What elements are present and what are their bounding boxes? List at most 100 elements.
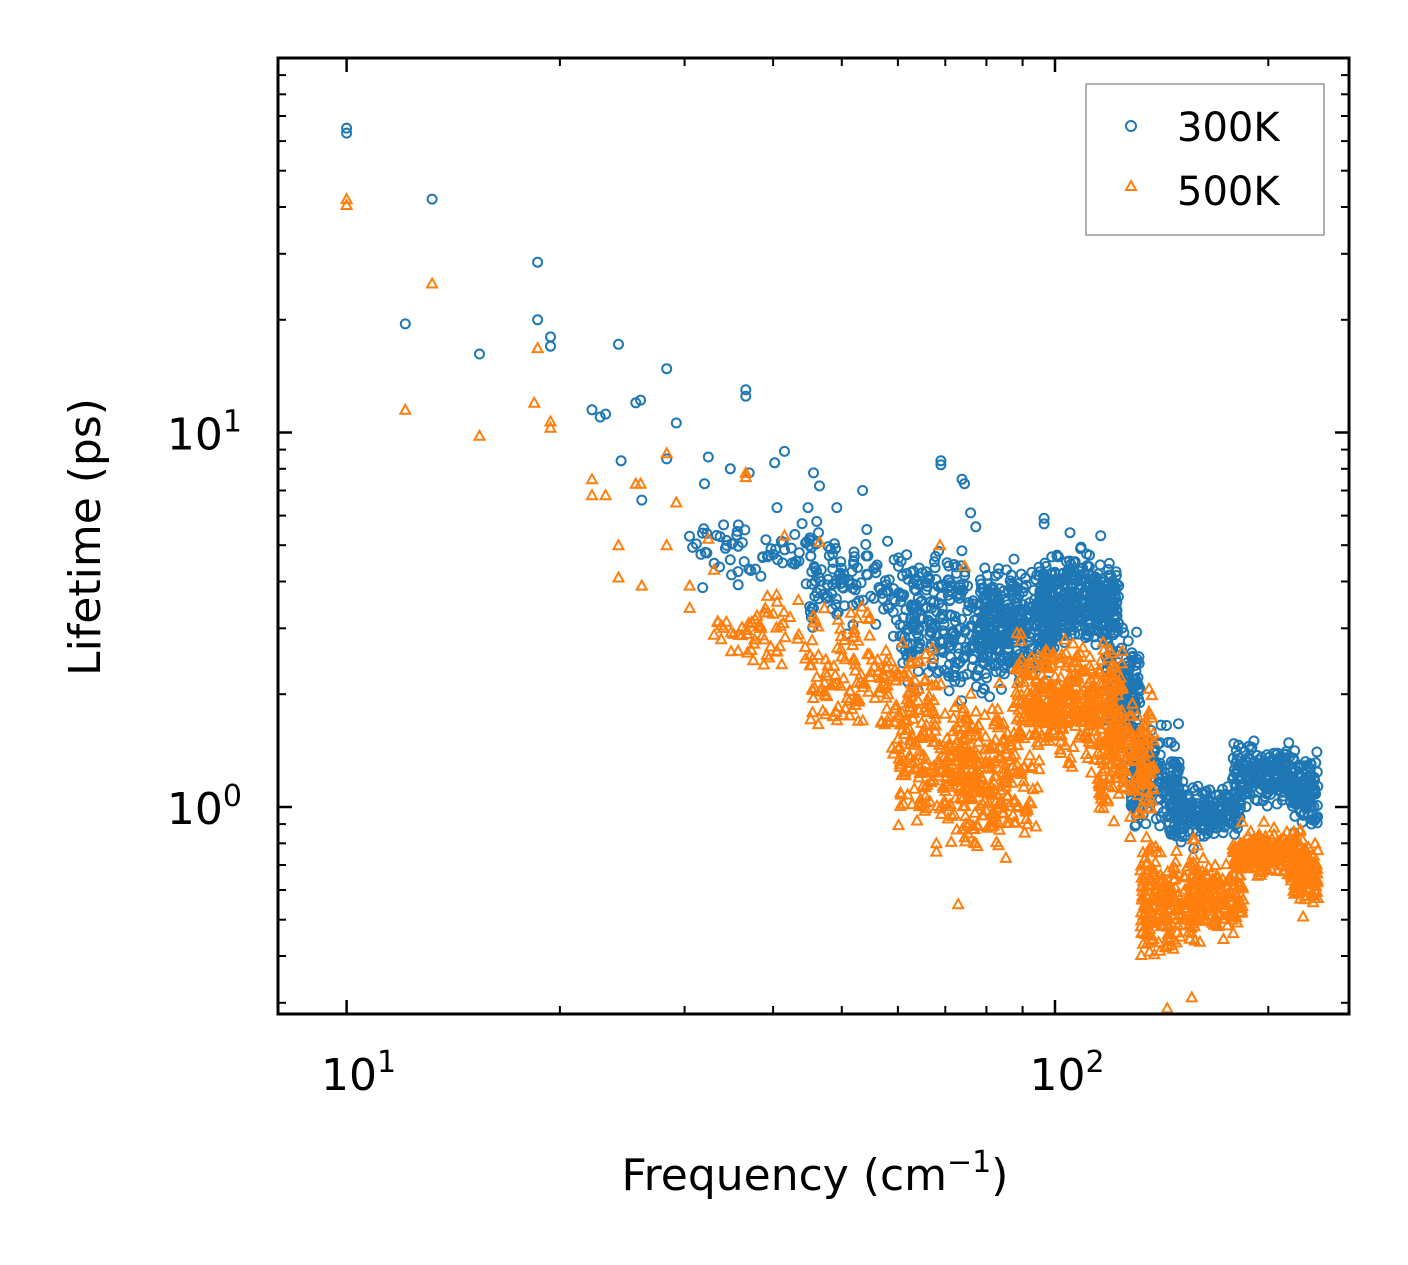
point-300K-1169 (1071, 621, 1083, 633)
point-500K-1036 (1064, 710, 1078, 723)
point-300K-2120 (740, 384, 752, 396)
point-300K-783 (1017, 586, 1029, 598)
point-500K-613 (958, 834, 973, 847)
point-300K-1631 (1178, 783, 1190, 795)
point-500K-198 (811, 717, 825, 730)
point-500K-1917 (1305, 888, 1320, 901)
point-500K-903 (1040, 680, 1055, 693)
point-500K-622 (1001, 788, 1015, 801)
point-500K-1211 (1102, 770, 1117, 783)
point-300K-2108 (545, 340, 556, 352)
legend-marker-500K (1124, 178, 1138, 191)
point-500K-72 (833, 621, 848, 634)
point-500K-1963 (739, 470, 753, 483)
point-300K-438 (949, 629, 961, 641)
point-500K-1615 (1208, 886, 1222, 899)
point-300K-75 (860, 539, 872, 550)
point-500K-134 (840, 690, 854, 703)
point-500K-174 (826, 709, 840, 722)
point-500K-171 (913, 654, 927, 667)
point-300K-2065 (1311, 766, 1323, 778)
point-500K-1593 (1219, 857, 1233, 870)
point-500K-1468 (1168, 854, 1183, 867)
point-300K-2113 (600, 408, 612, 420)
point-300K-1505 (1161, 720, 1172, 731)
legend-label-300K: 300K (1177, 105, 1281, 151)
point-500K-1967 (957, 558, 972, 571)
point-300K-190 (883, 574, 895, 586)
point-500K-439 (911, 693, 925, 706)
point-500K-577 (1014, 766, 1028, 779)
point-500K-975 (1112, 676, 1126, 689)
point-300K-1657 (1180, 802, 1192, 814)
point-500K-923 (1030, 735, 1044, 748)
point-500K-150 (811, 648, 826, 661)
point-500K-1012 (1041, 726, 1056, 739)
point-300K-1978 (1230, 745, 1242, 756)
point-500K-470 (891, 731, 905, 744)
point-300K-240 (813, 571, 825, 583)
point-500K-1068 (1026, 655, 1041, 668)
point-300K-2093 (1300, 756, 1311, 768)
point-300K-63 (739, 524, 751, 536)
point-500K-1005 (1083, 649, 1097, 662)
point-300K-2124 (724, 463, 736, 475)
point-500K-530 (997, 733, 1011, 746)
point-300K-25 (785, 542, 797, 554)
point-300K-1546 (1165, 780, 1176, 792)
point-500K-155 (854, 667, 868, 680)
point-500K-5 (724, 644, 738, 657)
point-300K-1180 (1088, 593, 1100, 605)
point-500K-1032 (1050, 696, 1064, 709)
point-500K-558 (999, 850, 1013, 863)
point-500K-1284 (1148, 855, 1163, 868)
point-500K-1186 (1114, 738, 1128, 751)
point-300K-2134 (935, 455, 947, 467)
point-500K-1059 (1084, 765, 1099, 778)
point-500K-160 (863, 647, 877, 660)
point-300K-2085 (1293, 770, 1305, 782)
point-500K-635 (958, 745, 972, 758)
point-300K-449 (962, 580, 973, 592)
point-500K-1822 (1280, 824, 1294, 837)
point-300K-1337 (1112, 625, 1124, 637)
point-500K-596 (971, 728, 985, 741)
point-500K-1215 (1125, 781, 1139, 794)
point-500K-1811 (1255, 865, 1269, 878)
point-300K-1656 (1164, 825, 1176, 837)
point-500K-186 (878, 717, 892, 730)
point-300K-237 (821, 592, 833, 604)
point-500K-1614 (1218, 886, 1232, 899)
point-500K-54 (792, 627, 806, 640)
point-300K-236 (895, 588, 907, 600)
point-500K-1027 (1115, 656, 1129, 669)
point-500K-1448 (1153, 885, 1167, 898)
point-500K-1023 (1105, 646, 1119, 659)
point-500K-1915 (1293, 891, 1307, 904)
point-500K-179 (889, 698, 903, 711)
point-500K-1043 (1066, 739, 1080, 752)
point-500K-144 (848, 663, 862, 676)
point-500K-1249 (1101, 742, 1116, 755)
point-500K-1009 (1059, 688, 1074, 701)
point-300K-1083 (1080, 604, 1092, 616)
point-500K-917 (1070, 649, 1085, 662)
point-300K-58 (790, 555, 802, 567)
point-300K-1048 (1103, 557, 1115, 569)
point-500K-77 (735, 620, 749, 633)
point-300K-2115 (635, 394, 647, 406)
point-500K-360 (913, 748, 927, 761)
point-500K-1103 (1095, 764, 1109, 777)
point-300K-2096 (1287, 752, 1299, 764)
point-500K-602 (994, 749, 1008, 762)
point-500K-1363 (1139, 830, 1154, 843)
point-500K-1946 (527, 395, 541, 408)
plot-frame (276, 56, 1351, 1016)
point-500K-872 (1042, 733, 1057, 746)
point-500K-17 (775, 657, 789, 670)
point-500K-459 (905, 797, 919, 810)
point-500K-631 (978, 742, 992, 755)
point-500K-1939 (1309, 879, 1323, 892)
point-300K-1970 (1240, 755, 1252, 767)
point-300K-644 (979, 562, 991, 574)
